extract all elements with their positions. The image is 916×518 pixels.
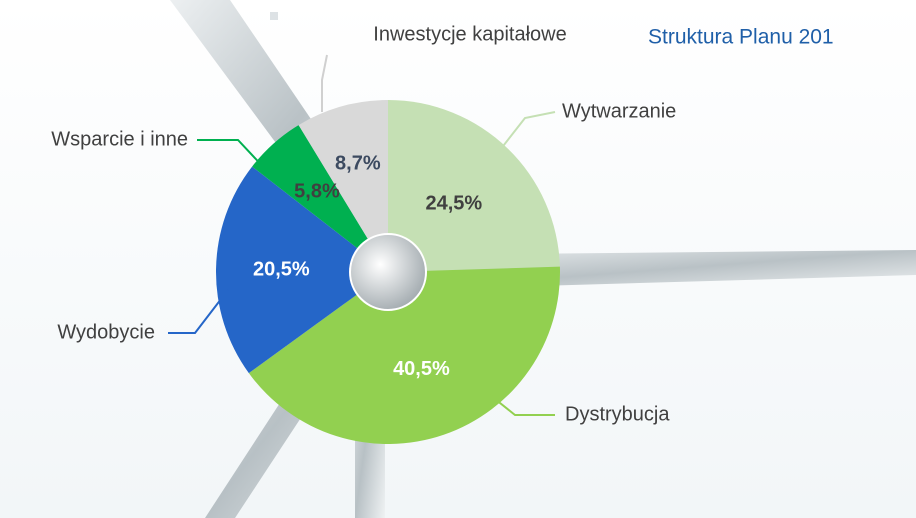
chart: Struktura Planu 201 Wytwarzanie 24,5% Dyst…: [0, 0, 916, 518]
value-label: 24,5%: [425, 192, 482, 214]
value-label: 40,5%: [393, 358, 450, 380]
category-label: Wsparcie i inne: [51, 128, 188, 150]
value-label: 5,8%: [294, 181, 340, 203]
hub: [350, 234, 426, 310]
chart-title: Struktura Planu 201: [648, 26, 834, 49]
category-label: Inwestycje kapitałowe: [373, 23, 566, 45]
category-label: Wytwarzanie: [562, 100, 676, 122]
value-label: 8,7%: [335, 153, 381, 175]
category-label: Dystrybucja: [565, 403, 670, 425]
value-label: 20,5%: [253, 259, 310, 281]
category-label: Wydobycie: [57, 321, 155, 343]
